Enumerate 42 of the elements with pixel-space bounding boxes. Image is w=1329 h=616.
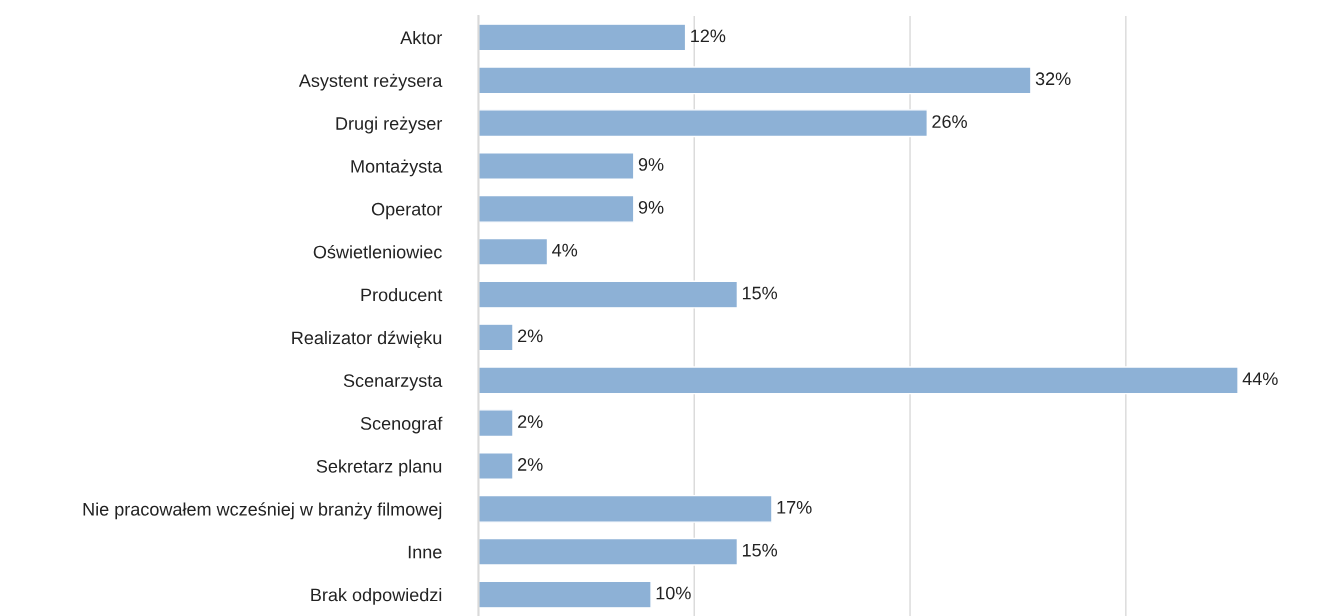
data-label: 9%	[638, 200, 664, 214]
bar	[478, 23, 687, 52]
data-label: 2%	[518, 329, 543, 343]
bar	[478, 452, 514, 480]
y-tick-label: Brak odpowiedzi	[311, 588, 442, 605]
y-tick-label: Montażysta	[351, 159, 443, 177]
bar	[478, 323, 514, 352]
data-label: 44%	[1242, 372, 1278, 386]
bar	[478, 366, 1239, 395]
data-label: 10%	[656, 586, 691, 600]
bar	[478, 194, 635, 223]
data-label: 17%	[777, 501, 812, 514]
y-tick-label: Scenarzysta	[343, 374, 443, 391]
y-tick-label: Operator	[371, 202, 443, 220]
y-tick-label: Producent	[361, 288, 443, 302]
bar	[478, 237, 549, 266]
data-label: 12%	[691, 29, 726, 43]
bar	[478, 580, 652, 609]
bar	[478, 280, 739, 309]
bar	[478, 537, 739, 566]
data-label: 15%	[742, 286, 778, 300]
y-tick-label: Oświetleniowiec	[313, 244, 442, 259]
y-tick-label: Drugi reżyser	[336, 116, 443, 134]
y-tick-label: Scenograf	[360, 416, 443, 434]
data-label: 2%	[518, 415, 543, 428]
y-tick-label: Nie pracowałem wcześniej w branży filmowej	[83, 502, 442, 520]
bar	[478, 109, 928, 138]
bar	[478, 494, 773, 523]
bar	[478, 152, 635, 180]
bar	[478, 409, 514, 438]
data-label: 32%	[1035, 72, 1071, 86]
data-label: 4%	[552, 243, 578, 257]
bar	[478, 66, 1032, 95]
data-label: 15%	[742, 543, 778, 557]
y-tick-label: Sekretarz planu	[316, 459, 442, 477]
y-tick-label: Inne	[408, 545, 442, 559]
data-label: 9%	[638, 158, 664, 171]
y-tick-label: Realizator dźwięku	[292, 330, 442, 348]
y-tick-label: Aktor	[400, 30, 443, 45]
data-label: 2%	[518, 458, 543, 471]
data-label: 26%	[932, 115, 967, 128]
y-tick-label: Asystent reżysera	[298, 73, 443, 91]
